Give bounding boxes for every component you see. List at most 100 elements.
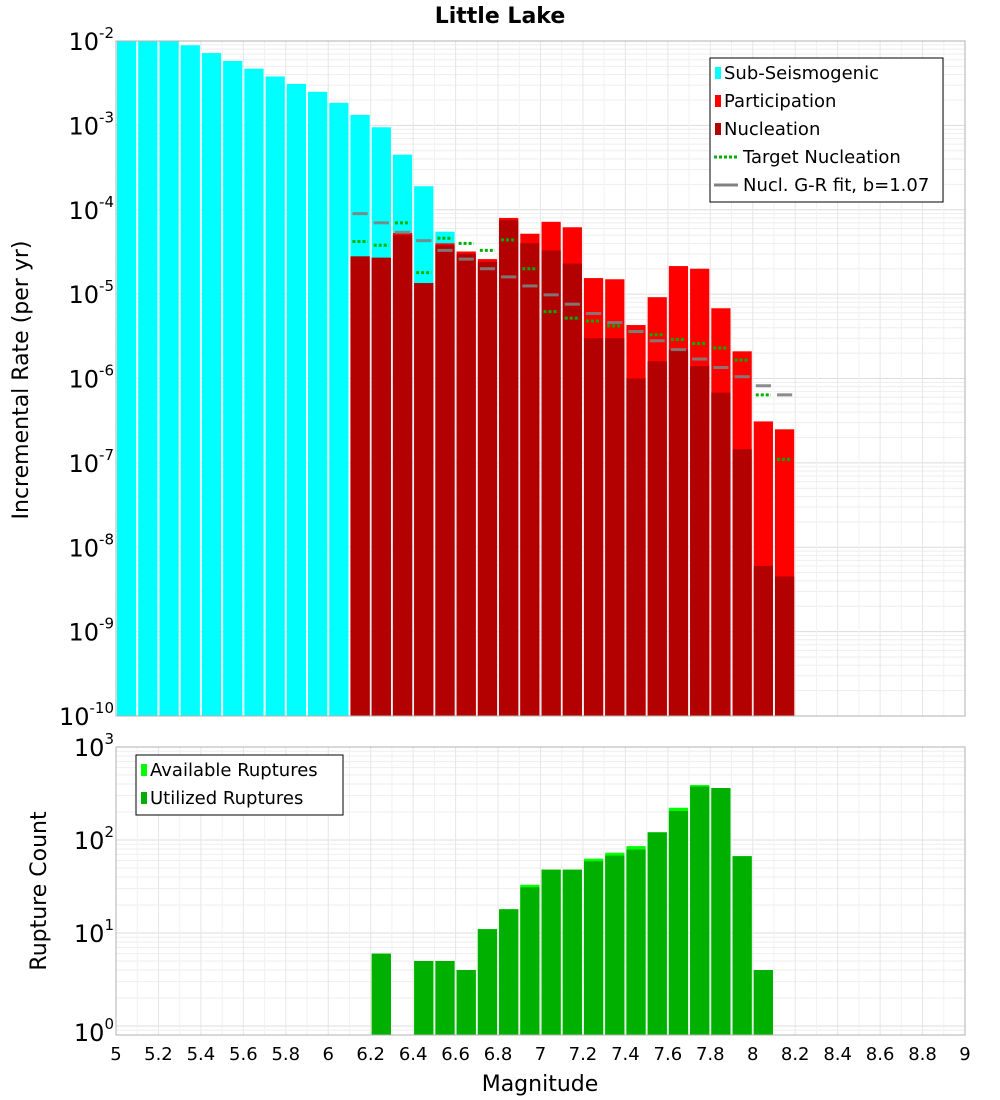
x-tick-label: 8 — [747, 1044, 758, 1065]
legend-label-nucl-g-r-fit-b-1-07: Nucl. G-R fit, b=1.07 — [743, 175, 929, 196]
count-y-ticks: 103 102 101 100 — [74, 730, 114, 1047]
nucleation-bar — [350, 256, 370, 716]
x-tick-label: 8.4 — [823, 1044, 852, 1065]
utilized-ruptures-bar — [520, 887, 540, 1035]
y-tick-label: 10-9 — [68, 615, 114, 647]
y-tick-label: 100 — [74, 1015, 114, 1047]
y-tick-label: 10-6 — [68, 362, 114, 394]
sub-seismogenic-bar — [286, 83, 307, 716]
nucleation-bar — [647, 361, 667, 716]
utilized-ruptures-bar — [499, 909, 519, 1035]
x-tick-label: 9 — [959, 1044, 970, 1065]
x-tick-label: 6.8 — [484, 1044, 513, 1065]
x-tick-label: 6.4 — [399, 1044, 428, 1065]
count-plot-frame — [115, 746, 966, 1036]
utilized-ruptures-bar — [456, 969, 476, 1035]
utilized-ruptures-bar — [371, 953, 391, 1035]
nucleation-bar — [435, 245, 455, 717]
count-bars — [371, 785, 773, 1035]
x-tick-label: 8.2 — [781, 1044, 810, 1065]
rate-legend: Sub-Seismogenic Participation Nucleation Ta… — [709, 57, 944, 203]
x-tick-label: 5 — [110, 1044, 121, 1065]
sub-seismogenic-bar — [201, 53, 222, 716]
legend-swatch-available-ruptures — [141, 764, 147, 776]
utilized-ruptures-bar — [541, 869, 561, 1035]
y-tick-label: 10-5 — [68, 277, 114, 309]
y-tick-label: 10-4 — [68, 193, 114, 225]
rate-fit-lines — [352, 212, 793, 461]
sub-seismogenic-bar — [244, 68, 264, 716]
x-tick-label: 6.6 — [441, 1044, 470, 1065]
nucleation-bar — [520, 243, 540, 717]
nucleation-bar — [414, 283, 434, 716]
legend-box — [709, 57, 944, 203]
sub-seismogenic-bar — [223, 60, 243, 717]
nucleation-bar — [562, 263, 582, 716]
nucleation-bar — [392, 235, 413, 716]
sub-seismogenic-bar — [329, 102, 349, 716]
y-tick-label: 10-2 — [68, 24, 114, 56]
utilized-ruptures-bar — [626, 849, 646, 1035]
rate-panel: 10-2 10-3 10-4 10-5 10-6 10-7 10-8 10-9 10-10 In… — [9, 24, 966, 731]
y-tick-label: 10-7 — [68, 446, 114, 478]
utilized-ruptures-bar — [477, 929, 498, 1035]
sub-seismogenic-bar — [117, 41, 137, 716]
legend-label-available-ruptures: Available Ruptures — [150, 760, 318, 781]
legend-swatch-nucleation — [715, 123, 721, 135]
legend-swatch-sub-seismogenic — [715, 67, 721, 79]
sub-seismogenic-bar — [265, 76, 285, 717]
y-tick-label: 10-10 — [59, 699, 114, 731]
legend-swatch-participation — [715, 95, 721, 107]
sub-seismogenic-bar — [138, 41, 158, 716]
nucleation-bar — [690, 366, 710, 716]
chart-title: Little Lake — [435, 4, 566, 29]
x-tick-label: 7.2 — [569, 1044, 598, 1065]
nucleation-bar — [732, 449, 752, 716]
nucleation-bar — [711, 392, 731, 716]
rate-y-ticks: 10-2 10-3 10-4 10-5 10-6 10-7 10-8 10-9 10-10 — [59, 24, 114, 731]
nucleation-bar — [605, 338, 625, 716]
x-tick-label: 5.4 — [187, 1044, 216, 1065]
x-tick-label: 7.8 — [696, 1044, 725, 1065]
nucleation-bar — [583, 338, 604, 716]
count-legend: Available Ruptures Utilized Ruptures — [135, 754, 344, 816]
nucleation-bar — [753, 565, 773, 716]
legend-swatch-utilized-ruptures — [141, 792, 147, 804]
x-tick-label: 5.8 — [271, 1044, 300, 1065]
x-tick-label: 6 — [323, 1044, 334, 1065]
nucleation-bar — [371, 257, 391, 716]
utilized-ruptures-bar — [711, 788, 731, 1035]
x-tick-label: 8.8 — [908, 1044, 937, 1065]
y-tick-label: 101 — [74, 916, 114, 948]
count-y-axis-label: Rupture Count — [27, 811, 52, 971]
utilized-ruptures-bar — [605, 855, 625, 1035]
nucleation-bar — [477, 262, 498, 716]
utilized-ruptures-bar — [562, 869, 582, 1035]
utilized-ruptures-bar — [583, 861, 604, 1035]
sub-seismogenic-bar — [159, 41, 179, 716]
x-tick-label: 8.6 — [866, 1044, 895, 1065]
utilized-ruptures-bar — [435, 960, 455, 1035]
utilized-ruptures-bar — [414, 960, 434, 1035]
x-tick-label: 7 — [535, 1044, 546, 1065]
utilized-ruptures-bar — [668, 811, 689, 1035]
nucleation-bar — [499, 220, 519, 717]
x-axis-label: Magnitude — [482, 1072, 599, 1097]
rate-plot-frame — [115, 40, 966, 717]
legend-label-sub-seismogenic: Sub-Seismogenic — [724, 63, 879, 84]
y-tick-label: 103 — [74, 730, 114, 762]
x-tick-label: 6.2 — [356, 1044, 385, 1065]
nucleation-bar — [541, 250, 561, 717]
y-tick-label: 102 — [74, 823, 114, 855]
legend-label-target-nucleation: Target Nucleation — [742, 147, 901, 168]
count-panel: 103 102 101 100 Rupture Count Available Rup… — [27, 730, 966, 1047]
legend-label-utilized-ruptures: Utilized Ruptures — [150, 788, 303, 809]
legend-box — [135, 754, 344, 816]
x-tick-label: 5.6 — [229, 1044, 258, 1065]
rate-bars — [117, 41, 795, 717]
nucleation-bar — [626, 378, 646, 716]
y-tick-label: 10-8 — [68, 530, 114, 562]
utilized-ruptures-bar — [753, 969, 773, 1035]
utilized-ruptures-bar — [690, 786, 710, 1035]
